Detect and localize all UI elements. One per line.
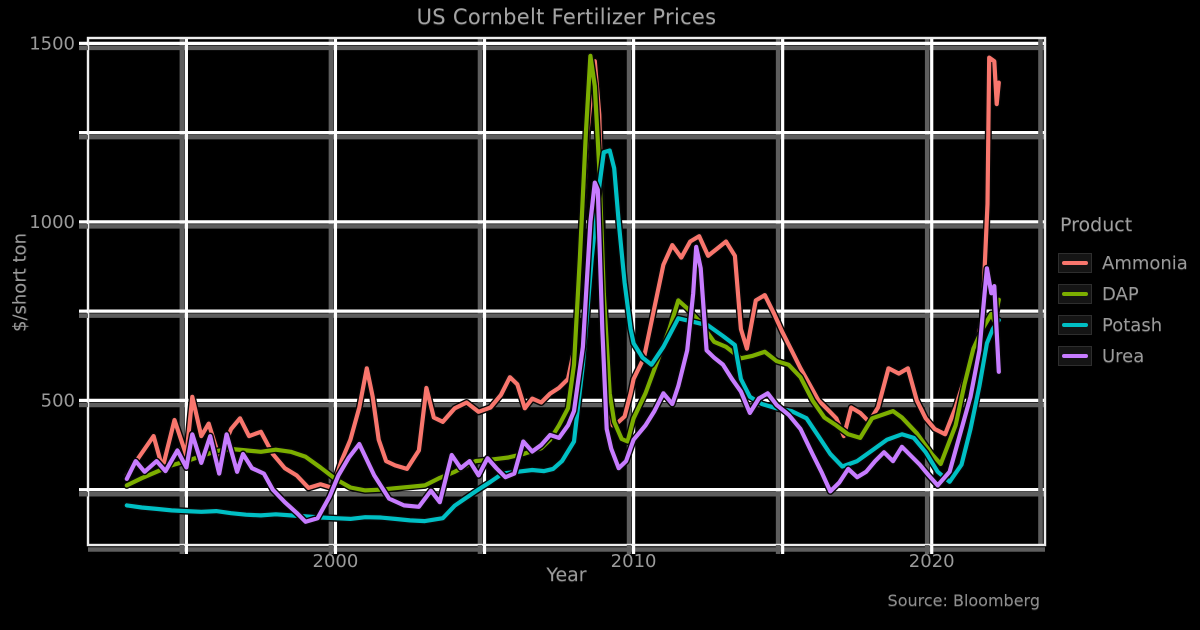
legend-key-urea-icon — [1058, 346, 1092, 366]
y-tick-label-500: 500 — [41, 390, 75, 411]
x-axis-title: Year — [546, 564, 587, 586]
legend: Product Ammonia DAP Potash Urea — [1058, 214, 1188, 377]
legend-key-ammonia-icon — [1058, 253, 1092, 273]
y-axis-title: $/short ton — [9, 233, 31, 332]
legend-item-potash: Potash — [1058, 314, 1188, 336]
x-tick-label-2020: 2020 — [909, 551, 955, 572]
chart-title: US Cornbelt Fertilizer Prices — [416, 5, 717, 29]
series-line-potash — [124, 148, 1001, 524]
legend-title: Product — [1060, 214, 1133, 236]
panel-border — [86, 36, 1047, 547]
legend-item-ammonia: Ammonia — [1058, 252, 1188, 274]
legend-item-urea: Urea — [1058, 345, 1188, 367]
y-tick-label-1000: 1000 — [29, 212, 75, 233]
y-tick-label-1500: 1500 — [29, 33, 75, 54]
legend-label-dap: DAP — [1102, 283, 1139, 305]
legend-key-dap-icon — [1058, 284, 1092, 304]
series-line-urea — [124, 180, 1001, 524]
legend-key-potash-icon — [1058, 315, 1092, 335]
x-tick-label-2000: 2000 — [313, 551, 359, 572]
legend-label-urea: Urea — [1102, 345, 1145, 367]
legend-label-ammonia: Ammonia — [1102, 252, 1188, 274]
legend-label-potash: Potash — [1102, 314, 1163, 336]
legend-item-dap: DAP — [1058, 283, 1188, 305]
x-tick-label-2010: 2010 — [611, 551, 657, 572]
source-caption: Source: Bloomberg — [887, 591, 1040, 610]
